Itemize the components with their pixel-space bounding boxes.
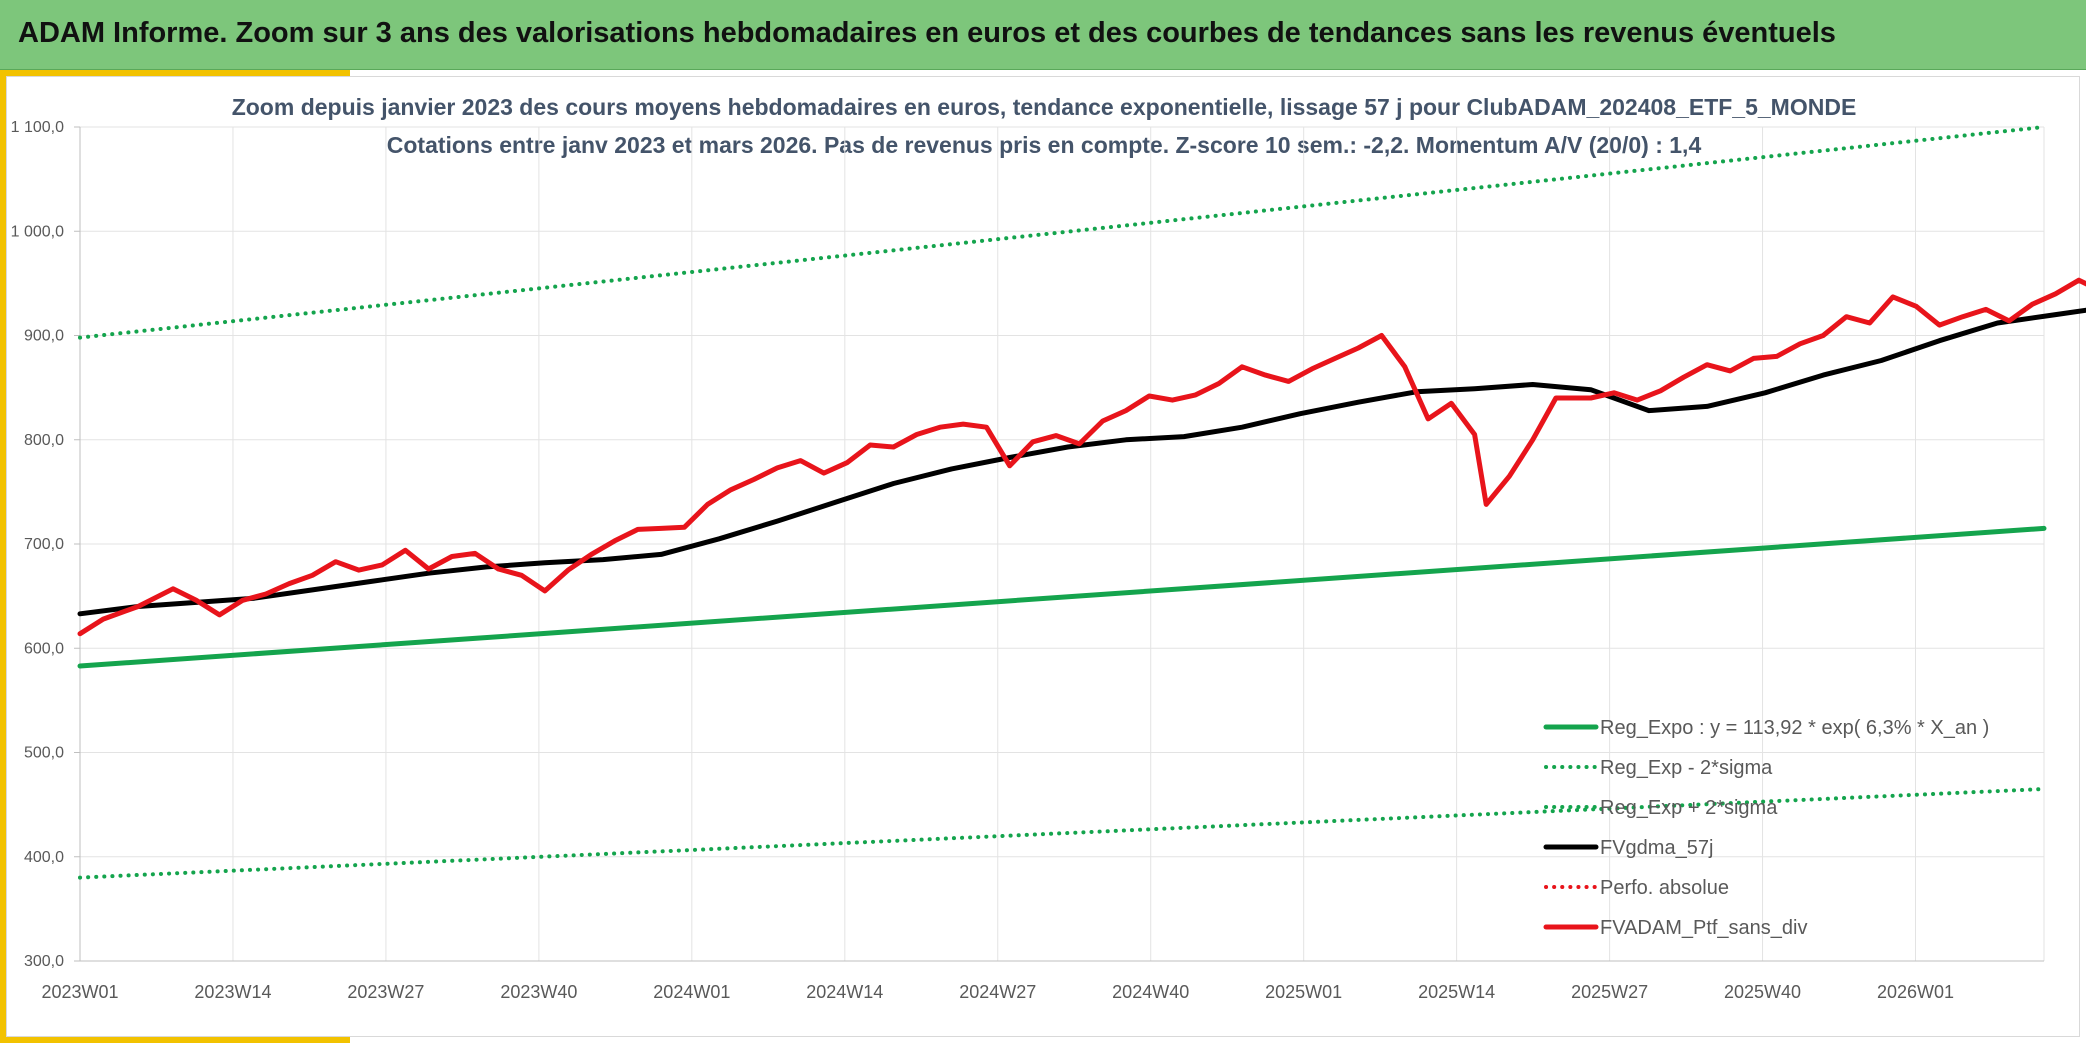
legend: Reg_Expo : y = 113,92 * exp( 6,3% * X_an…	[1543, 717, 1989, 939]
y-tick-label: 400,0	[24, 849, 64, 866]
x-tick-label: 2024W27	[959, 982, 1036, 1002]
y-tick-label: 600,0	[24, 640, 64, 657]
y-tick-label: 1 100,0	[11, 119, 64, 136]
x-tick-label: 2023W01	[41, 982, 118, 1002]
y-tick-label: 700,0	[24, 536, 64, 553]
x-tick-label: 2025W40	[1724, 982, 1801, 1002]
x-tick-label: 2024W14	[806, 982, 883, 1002]
series-line	[77, 307, 2086, 617]
title-banner: ADAM Informe. Zoom sur 3 ans des valoris…	[0, 0, 2086, 70]
y-tick-label: 800,0	[24, 432, 64, 449]
y-tick-label: 300,0	[24, 953, 64, 970]
legend-label: Reg_Exp - 2*sigma	[1600, 757, 1773, 779]
legend-label: FVgdma_57j	[1600, 837, 1713, 859]
legend-label: Reg_Expo : y = 113,92 * exp( 6,3% * X_an…	[1600, 717, 1989, 739]
x-tick-label: 2025W14	[1418, 982, 1495, 1002]
y-axis-ticks: 300,0 400,0 500,0 600,0 700,0 800,0 900,0 1 000…	[11, 119, 64, 970]
grid-lines	[74, 126, 2045, 962]
legend-label: Perfo. absolue	[1600, 877, 1729, 899]
x-axis-ticks: 2023W01 2023W14 2023W27 2023W40 2024W01 2024W…	[41, 982, 1954, 1002]
x-tick-label: 2023W40	[500, 982, 577, 1002]
legend-label: Reg_Exp + 2*sigma	[1600, 797, 1778, 819]
series-lines	[77, 125, 2086, 880]
chart-title: Zoom depuis janvier 2023 des cours moyen…	[232, 94, 1857, 120]
y-tick-label: 500,0	[24, 745, 64, 762]
chart-subtitle: Cotations entre janv 2023 et mars 2026. …	[387, 132, 1702, 158]
accent-bar-bottom	[0, 1037, 350, 1043]
page-title: ADAM Informe. Zoom sur 3 ans des valoris…	[18, 17, 1836, 49]
legend-label: FVADAM_Ptf_sans_div	[1600, 917, 1808, 939]
y-tick-label: 900,0	[24, 328, 64, 345]
series-line	[77, 277, 2086, 637]
series-line	[77, 525, 2047, 669]
x-tick-label: 2026W01	[1877, 982, 1954, 1002]
x-tick-label: 2025W27	[1571, 982, 1648, 1002]
chart-frame	[6, 76, 2080, 1037]
y-tick-label: 1 000,0	[11, 223, 64, 240]
accent-bar-top	[0, 70, 350, 76]
x-tick-label: 2025W01	[1265, 982, 1342, 1002]
x-tick-label: 2023W27	[347, 982, 424, 1002]
x-tick-label: 2024W01	[653, 982, 730, 1002]
accent-bar-left	[0, 70, 6, 1043]
x-tick-label: 2023W14	[194, 982, 271, 1002]
series-line	[78, 125, 2046, 340]
x-tick-label: 2024W40	[1112, 982, 1189, 1002]
